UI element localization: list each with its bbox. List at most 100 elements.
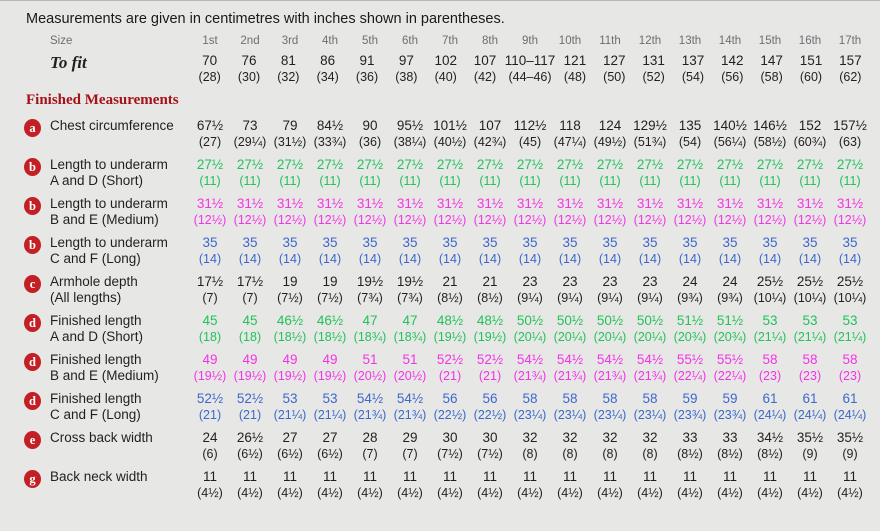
measurement-cell: 129½ (51¾) bbox=[630, 118, 670, 150]
measurement-cell: 11 (4½) bbox=[430, 469, 470, 501]
measurement-cell: 79 (31½) bbox=[270, 118, 310, 150]
cell-inches: (6½) bbox=[237, 447, 263, 461]
cell-inches: (20¾) bbox=[713, 330, 747, 344]
cell-inches: (10¼) bbox=[753, 291, 787, 305]
cell-inches: (22½) bbox=[473, 408, 507, 422]
measurement-cell: 11 (4½) bbox=[350, 469, 390, 501]
measurement-cell: 11 (4½) bbox=[270, 469, 310, 501]
cell-inches: (19½) bbox=[273, 369, 307, 383]
measurement-cell: 33 (8½) bbox=[710, 430, 750, 462]
cell-cm: 129½ bbox=[633, 118, 667, 133]
cell-inches: (20½) bbox=[353, 369, 387, 383]
cell-cm: 45 bbox=[242, 313, 258, 328]
measurement-cell: 32 (8) bbox=[590, 430, 630, 462]
cell-cm: 35 bbox=[682, 235, 698, 250]
cell-inches: (14) bbox=[598, 252, 622, 266]
measurement-cell: 35 (14) bbox=[790, 235, 830, 267]
cell-inches: (4½) bbox=[797, 486, 823, 500]
cell-cm: 59 bbox=[722, 391, 738, 406]
cell-inches: (8½) bbox=[717, 447, 743, 461]
cell-inches: (14) bbox=[678, 252, 702, 266]
measurement-cell: 52½ (21) bbox=[190, 391, 230, 423]
measurement-cell: 51½ (20¾) bbox=[710, 313, 750, 345]
measurement-cell: 11 (4½) bbox=[830, 469, 870, 501]
cell-inches: (23¾) bbox=[713, 408, 747, 422]
size-column-header-13th: 13th bbox=[678, 35, 702, 47]
measurement-cell: 58 (23¼) bbox=[630, 391, 670, 423]
cell-inches: (8) bbox=[602, 447, 618, 461]
measurement-cell: 46½ (18½) bbox=[310, 313, 350, 345]
measurement-cell: 58 (23¼) bbox=[550, 391, 590, 423]
measurement-cell: 21 (8½) bbox=[430, 274, 470, 306]
cell-inches: (11) bbox=[439, 174, 461, 188]
measurement-cell: 47 (18¾) bbox=[350, 313, 390, 345]
cell-cm: 11 bbox=[562, 469, 577, 484]
cell-inches: (62) bbox=[839, 70, 862, 84]
cell-inches: (52) bbox=[642, 70, 665, 84]
size-column-header-12th: 12th bbox=[638, 35, 662, 47]
cell-inches: (42¾) bbox=[473, 135, 507, 149]
cell-inches: (7½) bbox=[277, 291, 303, 305]
cell-inches: (14) bbox=[318, 252, 342, 266]
cell-inches: (14) bbox=[278, 252, 302, 266]
to-fit-cell: 107 (42) bbox=[465, 53, 504, 85]
cell-inches: (21) bbox=[198, 408, 222, 422]
measurement-cell: 56 (22½) bbox=[430, 391, 470, 423]
cell-cm: 27½ bbox=[476, 157, 504, 172]
cell-inches: (4½) bbox=[637, 486, 663, 500]
to-fit-cell: 91 (36) bbox=[347, 53, 386, 85]
cell-inches: (56) bbox=[721, 70, 744, 84]
measurement-cell: 26½ (6½) bbox=[230, 430, 270, 462]
measurement-cell: 27½ (11) bbox=[710, 157, 750, 189]
size-column-header-7th: 7th bbox=[442, 35, 458, 47]
cell-inches: (4½) bbox=[837, 486, 863, 500]
measurement-cell: 61 (24¼) bbox=[830, 391, 870, 423]
measurement-cell: 31½ (12½) bbox=[230, 196, 270, 228]
to-fit-cell: 151 (60) bbox=[791, 53, 830, 85]
cell-cm: 31½ bbox=[636, 196, 664, 211]
cell-inches: (23) bbox=[798, 369, 822, 383]
cell-inches: (11) bbox=[519, 174, 541, 188]
measurement-cell: 32 (8) bbox=[550, 430, 590, 462]
cell-inches: (11) bbox=[639, 174, 661, 188]
row-badge-b: b bbox=[24, 197, 41, 215]
size-column-header-15th: 15th bbox=[758, 35, 782, 47]
measurement-cell: 25½ (10¼) bbox=[750, 274, 790, 306]
cell-inches: (14) bbox=[238, 252, 262, 266]
measurement-table: Size 1st 2nd 3rd 4th 5th 6th 7th 8th 9th 10th 11th 1… bbox=[24, 35, 870, 501]
cell-inches: (11) bbox=[479, 174, 501, 188]
cell-cm: 147 bbox=[760, 53, 783, 68]
measurement-cell: 59 (23¾) bbox=[670, 391, 710, 423]
cell-cm: 76 bbox=[241, 53, 257, 68]
cell-cm: 24 bbox=[682, 274, 698, 289]
row-label-line2: A and D (Short) bbox=[50, 329, 144, 344]
cell-inches: (8) bbox=[642, 447, 658, 461]
cell-inches: (12½) bbox=[553, 213, 587, 227]
measurement-cell: 35 (14) bbox=[470, 235, 510, 267]
measurement-cell: 53 (21¼) bbox=[830, 313, 870, 345]
measurement-cell: 135 (54) bbox=[670, 118, 710, 150]
row-badge-b: b bbox=[24, 158, 41, 176]
section-title-finished-measurements: Finished Measurements bbox=[26, 92, 179, 108]
cell-cm: 31½ bbox=[756, 196, 784, 211]
cell-cm: 102 bbox=[434, 53, 457, 68]
cell-cm: 11 bbox=[202, 469, 217, 484]
measurement-cell: 33 (8½) bbox=[670, 430, 710, 462]
cell-cm: 55½ bbox=[716, 352, 744, 367]
measurement-cell: 59 (23¾) bbox=[710, 391, 750, 423]
cell-cm: 23 bbox=[602, 274, 618, 289]
cell-cm: 50½ bbox=[556, 313, 584, 328]
measurement-cell: 58 (23¼) bbox=[510, 391, 550, 423]
measurement-cell: 27½ (11) bbox=[310, 157, 350, 189]
to-fit-cell: 127 (50) bbox=[595, 53, 634, 85]
cell-cm: 27½ bbox=[756, 157, 784, 172]
measurement-cell: 58 (23) bbox=[790, 352, 830, 384]
measurement-cell: 31½ (12½) bbox=[710, 196, 750, 228]
cell-inches: (22¼) bbox=[673, 369, 707, 383]
cell-inches: (20¼) bbox=[633, 330, 667, 344]
row-badge-a: a bbox=[24, 119, 41, 137]
cell-cm: 54½ bbox=[636, 352, 664, 367]
cell-inches: (23¾) bbox=[673, 408, 707, 422]
cell-cm: 59 bbox=[682, 391, 698, 406]
measurement-cell: 27½ (11) bbox=[470, 157, 510, 189]
